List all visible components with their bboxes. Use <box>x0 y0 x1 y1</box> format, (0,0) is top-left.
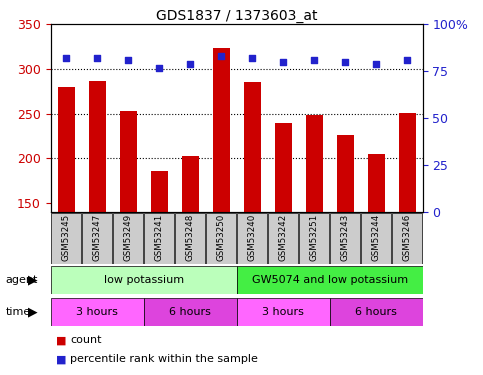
Text: 6 hours: 6 hours <box>169 307 211 317</box>
Point <box>341 59 349 65</box>
Text: GSM53249: GSM53249 <box>124 214 133 261</box>
Point <box>93 55 101 61</box>
Text: GSM53246: GSM53246 <box>403 214 412 261</box>
Bar <box>329 298 423 326</box>
Text: count: count <box>70 335 101 345</box>
Bar <box>175 213 205 264</box>
Bar <box>243 81 261 212</box>
Bar <box>237 266 423 294</box>
Bar <box>237 298 329 326</box>
Bar <box>120 111 137 212</box>
Text: time: time <box>6 307 31 317</box>
Text: 3 hours: 3 hours <box>76 307 118 317</box>
Bar <box>51 298 144 326</box>
Point <box>156 64 163 70</box>
Text: GSM53247: GSM53247 <box>93 214 102 261</box>
Bar <box>144 298 237 326</box>
Point <box>186 61 194 67</box>
Point <box>62 55 70 61</box>
Bar <box>368 154 384 212</box>
Text: GSM53242: GSM53242 <box>279 214 288 261</box>
Text: ▶: ▶ <box>28 274 38 287</box>
Bar <box>299 213 329 264</box>
Text: percentile rank within the sample: percentile rank within the sample <box>70 354 258 364</box>
Text: ▶: ▶ <box>28 306 38 319</box>
Bar <box>206 213 236 264</box>
Text: low potassium: low potassium <box>104 275 184 285</box>
Bar <box>213 48 230 212</box>
Bar <box>361 213 391 264</box>
Bar <box>57 87 75 212</box>
Point <box>310 57 318 63</box>
Text: agent: agent <box>6 275 38 285</box>
Bar <box>330 213 360 264</box>
Bar <box>51 266 237 294</box>
Bar <box>82 213 112 264</box>
Bar <box>268 213 298 264</box>
Bar <box>392 213 422 264</box>
Text: GSM53243: GSM53243 <box>341 214 350 261</box>
Point <box>217 53 225 59</box>
Text: 6 hours: 6 hours <box>355 307 397 317</box>
Point <box>403 57 411 63</box>
Text: GSM53251: GSM53251 <box>310 214 319 261</box>
Point <box>279 59 287 65</box>
Point <box>124 57 132 63</box>
Text: GSM53240: GSM53240 <box>248 214 256 261</box>
Bar <box>144 213 174 264</box>
Bar <box>398 113 416 212</box>
Text: GSM53241: GSM53241 <box>155 214 164 261</box>
Text: GSM53245: GSM53245 <box>62 214 71 261</box>
Text: GSM53250: GSM53250 <box>217 214 226 261</box>
Bar <box>89 81 106 212</box>
Text: GSM53244: GSM53244 <box>371 214 381 261</box>
Bar <box>51 213 81 264</box>
Text: ■: ■ <box>56 335 66 345</box>
Text: GW5074 and low potassium: GW5074 and low potassium <box>252 275 408 285</box>
Title: GDS1837 / 1373603_at: GDS1837 / 1373603_at <box>156 9 317 23</box>
Bar <box>182 156 199 212</box>
Point <box>372 61 380 67</box>
Bar <box>337 135 354 212</box>
Bar <box>151 171 168 212</box>
Bar <box>275 123 292 212</box>
Text: GSM53248: GSM53248 <box>185 214 195 261</box>
Bar <box>306 116 323 212</box>
Bar <box>114 213 143 264</box>
Point <box>248 55 256 61</box>
Text: ■: ■ <box>56 354 66 364</box>
Text: 3 hours: 3 hours <box>262 307 304 317</box>
Bar <box>237 213 267 264</box>
